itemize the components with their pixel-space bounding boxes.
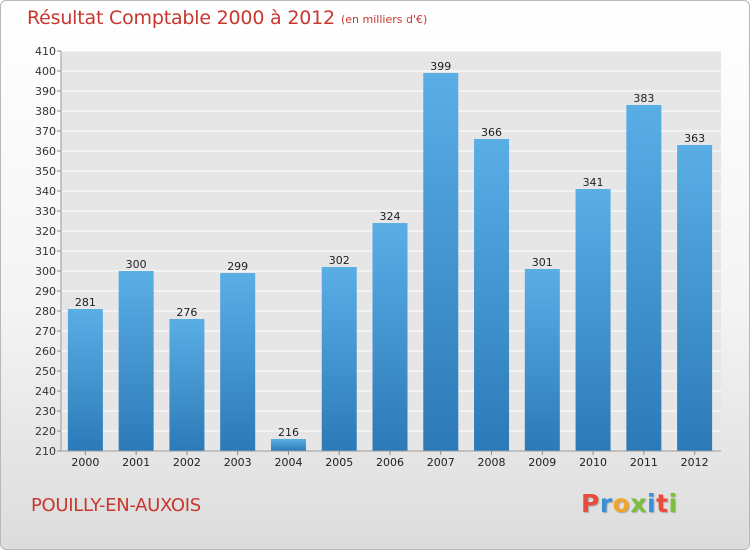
y-tick-label: 220 bbox=[35, 425, 56, 438]
x-tick-label: 2011 bbox=[630, 456, 658, 469]
y-tick-label: 390 bbox=[35, 85, 56, 98]
bar-value-label: 281 bbox=[75, 296, 96, 309]
bar bbox=[372, 223, 408, 451]
bar-value-label: 300 bbox=[126, 258, 147, 271]
y-tick-label: 350 bbox=[35, 165, 56, 178]
y-tick-label: 250 bbox=[35, 365, 56, 378]
x-tick-label: 2000 bbox=[71, 456, 99, 469]
bar-value-label: 276 bbox=[176, 306, 197, 319]
y-tick-label: 290 bbox=[35, 285, 56, 298]
bar bbox=[118, 271, 154, 451]
bar bbox=[677, 145, 713, 451]
bar bbox=[67, 309, 103, 451]
y-tick-label: 300 bbox=[35, 265, 56, 278]
y-tick-label: 370 bbox=[35, 125, 56, 138]
bar-value-label: 324 bbox=[380, 210, 401, 223]
y-tick-label: 320 bbox=[35, 225, 56, 238]
bar-value-label: 383 bbox=[633, 92, 654, 105]
logo-letter: t bbox=[656, 489, 669, 518]
x-tick-label: 2009 bbox=[528, 456, 556, 469]
proxiti-logo: Proxiti bbox=[581, 489, 678, 518]
y-tick-label: 280 bbox=[35, 305, 56, 318]
commune-name: POUILLY-EN-AUXOIS bbox=[31, 495, 201, 516]
x-tick-label: 2008 bbox=[478, 456, 506, 469]
x-tick-label: 2010 bbox=[579, 456, 607, 469]
bar bbox=[270, 439, 306, 451]
bar bbox=[524, 269, 560, 451]
logo-letter: o bbox=[612, 489, 631, 518]
bar-value-label: 216 bbox=[278, 426, 299, 439]
logo-letter: r bbox=[599, 489, 613, 518]
y-tick-label: 330 bbox=[35, 205, 56, 218]
logo-letter: i bbox=[668, 489, 678, 518]
y-tick-label: 210 bbox=[35, 445, 56, 458]
y-tick-label: 380 bbox=[35, 105, 56, 118]
bar bbox=[575, 189, 611, 451]
x-tick-label: 2002 bbox=[173, 456, 201, 469]
bar bbox=[626, 105, 662, 451]
bar-value-label: 302 bbox=[329, 254, 350, 267]
bar-value-label: 399 bbox=[430, 60, 451, 73]
x-tick-label: 2001 bbox=[122, 456, 150, 469]
y-tick-label: 270 bbox=[35, 325, 56, 338]
x-tick-label: 2004 bbox=[274, 456, 302, 469]
bar bbox=[423, 73, 459, 451]
bar-value-label: 299 bbox=[227, 260, 248, 273]
y-tick-label: 310 bbox=[35, 245, 56, 258]
x-tick-label: 2005 bbox=[325, 456, 353, 469]
bar-value-label: 363 bbox=[684, 132, 705, 145]
bar bbox=[321, 267, 357, 451]
y-tick-label: 240 bbox=[35, 385, 56, 398]
y-tick-label: 400 bbox=[35, 65, 56, 78]
x-tick-label: 2003 bbox=[224, 456, 252, 469]
bar bbox=[220, 273, 256, 451]
y-tick-label: 410 bbox=[35, 45, 56, 58]
logo-letter: P bbox=[581, 489, 600, 518]
y-tick-label: 360 bbox=[35, 145, 56, 158]
chart-subtitle: (en milliers d'€) bbox=[341, 13, 428, 26]
x-tick-label: 2012 bbox=[681, 456, 709, 469]
chart-title: Résultat Comptable 2000 à 2012 bbox=[27, 7, 335, 29]
bar-value-label: 301 bbox=[532, 256, 553, 269]
y-tick-label: 230 bbox=[35, 405, 56, 418]
bar bbox=[169, 319, 205, 451]
bar-value-label: 366 bbox=[481, 126, 502, 139]
logo-letter: i bbox=[647, 489, 657, 518]
y-tick-label: 260 bbox=[35, 345, 56, 358]
y-tick-label: 340 bbox=[35, 185, 56, 198]
x-tick-label: 2006 bbox=[376, 456, 404, 469]
bar-value-label: 341 bbox=[583, 176, 604, 189]
bar bbox=[474, 139, 510, 451]
logo-letter: x bbox=[630, 489, 647, 518]
x-tick-label: 2007 bbox=[427, 456, 455, 469]
